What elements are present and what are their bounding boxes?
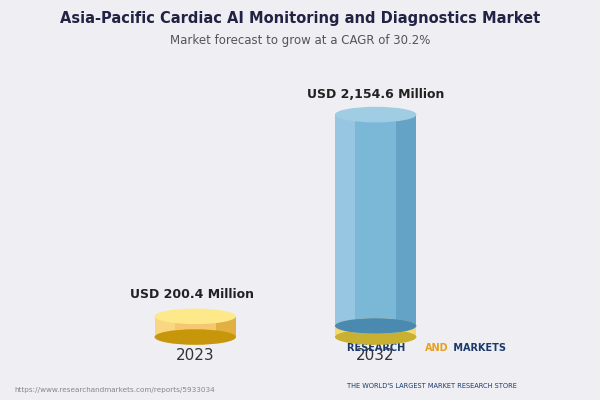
Polygon shape [335,326,416,337]
Ellipse shape [335,329,416,345]
Text: Asia-Pacific Cardiac AI Monitoring and Diagnostics Market: Asia-Pacific Cardiac AI Monitoring and D… [60,11,540,26]
Ellipse shape [335,107,416,122]
Text: MARKETS: MARKETS [449,343,506,353]
Text: AND: AND [425,343,449,353]
Ellipse shape [335,318,416,334]
Text: USD 200.4 Million: USD 200.4 Million [130,288,254,301]
Polygon shape [155,316,236,337]
Ellipse shape [155,329,236,345]
Polygon shape [335,114,416,326]
Polygon shape [215,316,236,337]
Text: Market forecast to grow at a CAGR of 30.2%: Market forecast to grow at a CAGR of 30.… [170,34,430,47]
Ellipse shape [335,318,416,334]
Text: 2032: 2032 [356,348,395,363]
Polygon shape [396,114,416,326]
Text: USD 2,154.6 Million: USD 2,154.6 Million [307,88,445,101]
Polygon shape [335,114,355,326]
Text: 2023: 2023 [176,348,215,363]
Ellipse shape [155,308,236,324]
Text: https://www.researchandmarkets.com/reports/5933034: https://www.researchandmarkets.com/repor… [15,387,215,393]
Text: THE WORLD'S LARGEST MARKET RESEARCH STORE: THE WORLD'S LARGEST MARKET RESEARCH STOR… [347,383,517,389]
Polygon shape [155,316,175,337]
Text: RESEARCH: RESEARCH [347,343,408,353]
